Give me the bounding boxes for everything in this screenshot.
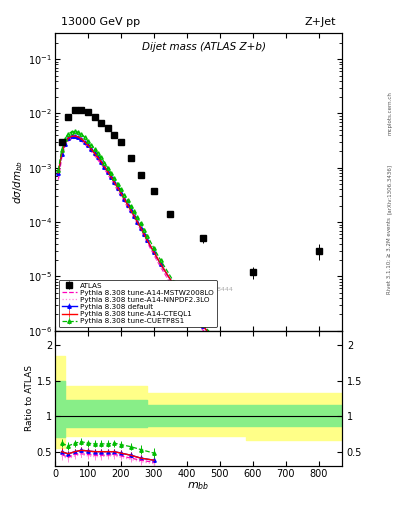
Pythia 8.308 tune-A14-NNPDF2.3LO: [76, 136, 81, 142]
Pythia 8.308 tune-A14-NNPDF2.3LO: [79, 138, 84, 144]
Pythia 8.308 tune-A14-MSTW2008LO: [152, 252, 156, 258]
Pythia 8.308 tune-A14-MSTW2008LO: [158, 264, 163, 270]
Pythia 8.308 tune-A14-MSTW2008LO: [142, 233, 147, 239]
Pythia 8.308 tune-A14-MSTW2008LO: [316, 449, 321, 455]
Pythia 8.308 tune-A14-MSTW2008LO: [92, 153, 97, 159]
Text: 13000 GeV pp: 13000 GeV pp: [61, 17, 140, 27]
Pythia 8.308 tune-A14-MSTW2008LO: [83, 141, 87, 147]
Pythia 8.308 tune-A14-MSTW2008LO: [95, 157, 100, 163]
Pythia 8.308 tune-A14-NNPDF2.3LO: [152, 252, 156, 258]
Legend: ATLAS, Pythia 8.308 tune-A14-MSTW2008LO, Pythia 8.308 tune-A14-NNPDF2.3LO, Pythi: ATLAS, Pythia 8.308 tune-A14-MSTW2008LO,…: [59, 280, 217, 327]
Text: ATLAS_2020_I1788444: ATLAS_2020_I1788444: [163, 286, 234, 292]
Pythia 8.308 tune-A14-NNPDF2.3LO: [112, 182, 117, 188]
Text: [arXiv:1306.3436]: [arXiv:1306.3436]: [387, 164, 392, 215]
Pythia 8.308 tune-A14-MSTW2008LO: [86, 144, 90, 151]
Pythia 8.308 tune-A14-NNPDF2.3LO: [201, 328, 206, 334]
Pythia 8.308 tune-A14-NNPDF2.3LO: [56, 177, 61, 183]
Pythia 8.308 tune-A14-MSTW2008LO: [129, 209, 133, 216]
Pythia 8.308 tune-A14-NNPDF2.3LO: [119, 193, 123, 199]
Pythia 8.308 tune-A14-NNPDF2.3LO: [69, 136, 74, 142]
Pythia 8.308 tune-A14-NNPDF2.3LO: [59, 155, 64, 161]
Pythia 8.308 tune-A14-MSTW2008LO: [132, 215, 136, 221]
Pythia 8.308 tune-A14-NNPDF2.3LO: [142, 233, 147, 239]
Pythia 8.308 tune-A14-MSTW2008LO: [62, 143, 67, 150]
Pythia 8.308 tune-A14-MSTW2008LO: [109, 177, 114, 183]
Pythia 8.308 tune-A14-MSTW2008LO: [115, 187, 120, 194]
Pythia 8.308 tune-A14-MSTW2008LO: [138, 227, 143, 233]
Pythia 8.308 tune-A14-NNPDF2.3LO: [171, 285, 176, 291]
Pythia 8.308 tune-A14-MSTW2008LO: [185, 305, 189, 311]
Pythia 8.308 tune-A14-NNPDF2.3LO: [250, 386, 255, 392]
Pythia 8.308 tune-A14-NNPDF2.3LO: [62, 143, 67, 150]
Pythia 8.308 tune-A14-MSTW2008LO: [218, 347, 222, 353]
Pythia 8.308 tune-A14-MSTW2008LO: [56, 177, 61, 183]
Pythia 8.308 tune-A14-MSTW2008LO: [122, 198, 127, 204]
Pythia 8.308 tune-A14-MSTW2008LO: [135, 221, 140, 227]
Pythia 8.308 tune-A14-NNPDF2.3LO: [316, 449, 321, 455]
Pythia 8.308 tune-A14-MSTW2008LO: [59, 155, 64, 161]
Pythia 8.308 tune-A14-MSTW2008LO: [102, 166, 107, 172]
Pythia 8.308 tune-A14-NNPDF2.3LO: [122, 198, 127, 204]
Pythia 8.308 tune-A14-NNPDF2.3LO: [95, 157, 100, 163]
Line: Pythia 8.308 tune-A14-MSTW2008LO: Pythia 8.308 tune-A14-MSTW2008LO: [58, 138, 319, 452]
Pythia 8.308 tune-A14-MSTW2008LO: [171, 285, 176, 291]
Pythia 8.308 tune-A14-NNPDF2.3LO: [115, 187, 120, 194]
Pythia 8.308 tune-A14-MSTW2008LO: [99, 161, 103, 167]
Y-axis label: $d\sigma/dm_{bb}$: $d\sigma/dm_{bb}$: [11, 160, 25, 204]
Pythia 8.308 tune-A14-NNPDF2.3LO: [72, 135, 77, 141]
Pythia 8.308 tune-A14-NNPDF2.3LO: [218, 347, 222, 353]
Pythia 8.308 tune-A14-MSTW2008LO: [283, 420, 288, 426]
X-axis label: $m_{bb}$: $m_{bb}$: [187, 480, 209, 492]
Pythia 8.308 tune-A14-MSTW2008LO: [76, 136, 81, 142]
Pythia 8.308 tune-A14-NNPDF2.3LO: [83, 141, 87, 147]
Pythia 8.308 tune-A14-MSTW2008LO: [201, 328, 206, 334]
Text: Dijet mass (ATLAS Z+b): Dijet mass (ATLAS Z+b): [142, 42, 266, 52]
Pythia 8.308 tune-A14-MSTW2008LO: [89, 148, 94, 155]
Text: Rivet 3.1.10; ≥ 3.2M events: Rivet 3.1.10; ≥ 3.2M events: [387, 218, 392, 294]
Y-axis label: Ratio to ATLAS: Ratio to ATLAS: [25, 366, 34, 431]
Pythia 8.308 tune-A14-NNPDF2.3LO: [102, 166, 107, 172]
Text: mcplots.cern.ch: mcplots.cern.ch: [387, 91, 392, 135]
Pythia 8.308 tune-A14-NNPDF2.3LO: [109, 177, 114, 183]
Pythia 8.308 tune-A14-MSTW2008LO: [105, 171, 110, 177]
Pythia 8.308 tune-A14-NNPDF2.3LO: [132, 215, 136, 221]
Pythia 8.308 tune-A14-MSTW2008LO: [125, 204, 130, 210]
Pythia 8.308 tune-A14-NNPDF2.3LO: [135, 221, 140, 227]
Pythia 8.308 tune-A14-MSTW2008LO: [145, 240, 150, 246]
Pythia 8.308 tune-A14-NNPDF2.3LO: [66, 138, 71, 144]
Line: Pythia 8.308 tune-A14-NNPDF2.3LO: Pythia 8.308 tune-A14-NNPDF2.3LO: [58, 138, 319, 452]
Pythia 8.308 tune-A14-MSTW2008LO: [119, 193, 123, 199]
Pythia 8.308 tune-A14-MSTW2008LO: [250, 386, 255, 392]
Pythia 8.308 tune-A14-MSTW2008LO: [69, 136, 74, 142]
Pythia 8.308 tune-A14-NNPDF2.3LO: [283, 420, 288, 426]
Pythia 8.308 tune-A14-MSTW2008LO: [112, 182, 117, 188]
Pythia 8.308 tune-A14-NNPDF2.3LO: [105, 171, 110, 177]
Pythia 8.308 tune-A14-NNPDF2.3LO: [145, 240, 150, 246]
Pythia 8.308 tune-A14-MSTW2008LO: [72, 135, 77, 141]
Pythia 8.308 tune-A14-NNPDF2.3LO: [138, 227, 143, 233]
Text: Z+Jet: Z+Jet: [305, 17, 336, 27]
Pythia 8.308 tune-A14-NNPDF2.3LO: [99, 161, 103, 167]
Pythia 8.308 tune-A14-MSTW2008LO: [79, 138, 84, 144]
Pythia 8.308 tune-A14-NNPDF2.3LO: [125, 204, 130, 210]
Pythia 8.308 tune-A14-NNPDF2.3LO: [92, 153, 97, 159]
Pythia 8.308 tune-A14-NNPDF2.3LO: [185, 305, 189, 311]
Pythia 8.308 tune-A14-MSTW2008LO: [66, 138, 71, 144]
Pythia 8.308 tune-A14-NNPDF2.3LO: [89, 148, 94, 155]
Pythia 8.308 tune-A14-NNPDF2.3LO: [86, 144, 90, 151]
Pythia 8.308 tune-A14-NNPDF2.3LO: [129, 209, 133, 216]
Pythia 8.308 tune-A14-NNPDF2.3LO: [158, 264, 163, 270]
